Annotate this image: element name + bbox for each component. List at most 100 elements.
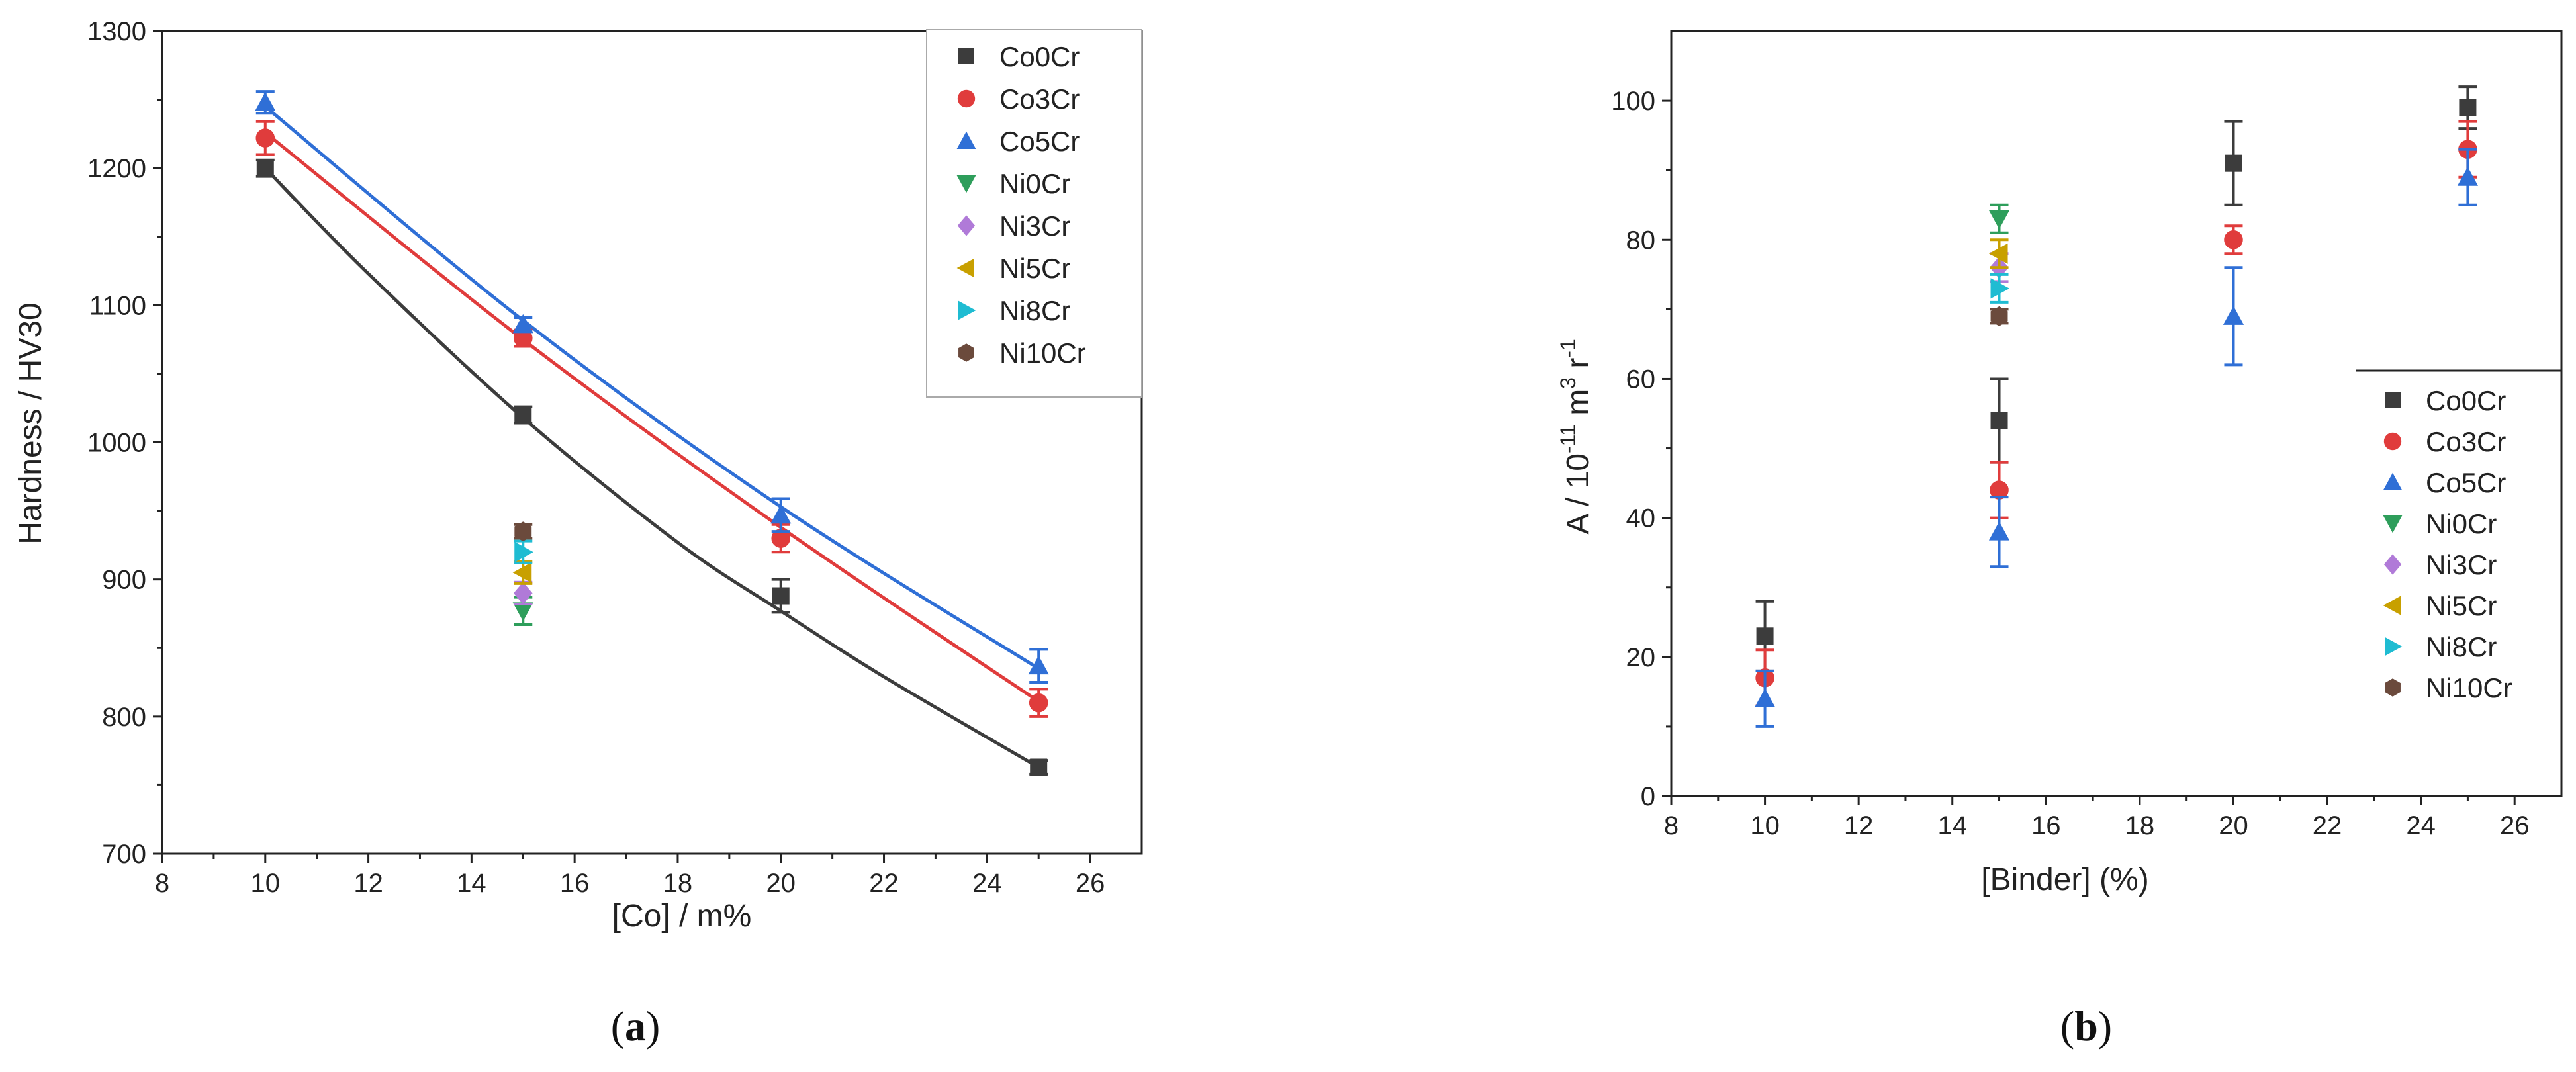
legend-label-ni3cr: Ni3Cr [999, 210, 1070, 242]
legend-marker-ni8cr [2385, 637, 2403, 656]
x-tick-label: 26 [1076, 869, 1105, 898]
x-tick-label: 22 [869, 869, 899, 898]
chart-a-axes: 8 10 12 14 16 18 20 22 24 26 700 800 900 1000 1100 1200… [87, 17, 1143, 898]
data-point-co0cr [1756, 627, 1774, 645]
data-point-co0cr [256, 159, 274, 177]
legend-marker-co3cr [2383, 432, 2402, 451]
data-point-co3cr [1990, 480, 2009, 500]
x-tick-label: 24 [972, 869, 1002, 898]
data-point-co5cr [1028, 655, 1049, 675]
data-point-co5cr [1754, 688, 1776, 707]
x-tick-label: 8 [155, 869, 169, 898]
x-tick-label: 10 [1750, 811, 1780, 840]
x-tick-label: 26 [2500, 811, 2530, 840]
fit-line-co3cr [264, 131, 1040, 703]
legend-label-co5cr: Co5Cr [999, 126, 1080, 157]
x-tick-label: 12 [353, 869, 383, 898]
legend-label-ni5cr: Ni5Cr [999, 253, 1070, 284]
chart-a-xlabel: [Co] / m% [612, 899, 752, 934]
fit-line-co5cr [264, 105, 1040, 670]
y-tick-label: 1000 [87, 429, 146, 458]
legend-label-ni0cr: Ni0Cr [2426, 508, 2497, 539]
data-point-co0cr [1030, 758, 1048, 776]
data-point-ni5cr [1988, 243, 2008, 264]
legend-entry-co0cr: Co0Cr [958, 41, 1080, 72]
legend-marker-ni0cr [2383, 515, 2403, 533]
data-point-co5cr [2457, 167, 2479, 186]
legend-label-co0cr: Co0Cr [999, 41, 1080, 72]
x-tick-label: 20 [766, 869, 796, 898]
chart-b-panel-label: (b) [2060, 1003, 2112, 1050]
legend-entry-co0cr: Co0Cr [2385, 385, 2506, 416]
legend-label-co0cr: Co0Cr [2426, 385, 2506, 416]
x-tick-label: 14 [1937, 811, 1967, 840]
data-point-co0cr [2459, 99, 2477, 116]
data-point-ni3cr [513, 582, 533, 605]
chart-a-panel-label: (a) [611, 1003, 661, 1050]
data-point-co3cr [2224, 230, 2243, 249]
data-point-co5cr [512, 314, 533, 334]
x-tick-label: 10 [251, 869, 281, 898]
x-tick-label: 20 [2219, 811, 2248, 840]
legend-label-ni10cr: Ni10Cr [999, 337, 1086, 369]
chart-b: 8 10 12 14 16 18 20 22 24 26 0 20 40 60 80 100 Co0Cr Co3… [1556, 30, 2563, 1050]
legend-entry-co3cr: Co3Cr [2383, 426, 2506, 457]
legend-marker-ni5cr [2383, 596, 2401, 615]
legend-label-ni8cr: Ni8Cr [2426, 631, 2497, 662]
legend-label-ni5cr: Ni5Cr [2426, 590, 2497, 621]
y-tick-label: 40 [1626, 504, 1656, 533]
legend-label-co5cr: Co5Cr [2426, 467, 2506, 498]
legend-entry-ni10cr: Ni10Cr [2385, 672, 2512, 703]
legend-label-ni0cr: Ni0Cr [999, 168, 1070, 199]
x-tick-label: 18 [663, 869, 693, 898]
legend-entry-co5cr: Co5Cr [2383, 467, 2506, 498]
chart-b-legend: Co0Cr Co3Cr Co5Cr Ni0Cr Ni3Cr Ni5Cr Ni8Cr Ni10C… [2356, 369, 2561, 703]
chart-b-xlabel: [Binder] (%) [1981, 862, 2148, 897]
x-tick-label: 12 [1844, 811, 1874, 840]
legend-marker-co5cr [956, 131, 976, 149]
y-tick-label: 60 [1626, 365, 1656, 394]
x-tick-label: 22 [2313, 811, 2342, 840]
data-point-co5cr [1988, 521, 2010, 541]
data-point-ni0cr [512, 602, 533, 621]
x-tick-label: 24 [2406, 811, 2436, 840]
legend-entry-ni5cr: Ni5Cr [956, 253, 1070, 284]
chart-a-data-points [255, 90, 1049, 776]
y-tick-label: 1200 [87, 154, 146, 183]
chart-a-legend: Co0Cr Co3Cr Co5Cr Ni0Cr Ni3Cr Ni5Cr Ni8Cr Ni10C… [926, 29, 1142, 398]
y-tick-label: 800 [102, 703, 146, 732]
data-point-ni10cr [514, 521, 532, 542]
legend-marker-ni3cr [957, 215, 976, 236]
plot-frame [1670, 30, 2563, 797]
legend-entry-co5cr: Co5Cr [956, 126, 1080, 157]
data-point-co5cr [2223, 306, 2244, 325]
data-point-co0cr [1990, 412, 2008, 429]
data-point-ni5cr [512, 562, 532, 583]
data-point-ni10cr [1990, 306, 2008, 326]
x-tick-label: 16 [2031, 811, 2061, 840]
y-tick-label: 100 [1611, 87, 1655, 116]
legend-entry-ni8cr: Ni8Cr [2385, 631, 2497, 662]
legend-marker-co0cr [958, 48, 974, 64]
legend-entry-ni5cr: Ni5Cr [2383, 590, 2497, 621]
fit-line-co0cr [264, 167, 1040, 769]
legend-label-co3cr: Co3Cr [2426, 426, 2506, 457]
legend-entry-co3cr: Co3Cr [957, 83, 1080, 114]
legend-entry-ni0cr: Ni0Cr [2383, 508, 2497, 539]
legend-marker-co0cr [2385, 392, 2401, 408]
data-point-co3cr [255, 128, 275, 148]
data-point-co0cr [2225, 154, 2242, 172]
y-tick-label: 20 [1626, 643, 1656, 672]
data-point-co3cr [513, 328, 533, 348]
data-point-co3cr [771, 529, 791, 548]
chart-a-ylabel: Hardness / HV30 [13, 302, 48, 545]
data-point-co0cr [514, 406, 532, 424]
chart-b-axes: 8 10 12 14 16 18 20 22 24 26 0 20 40 60 80 100 [1611, 30, 2563, 840]
x-tick-label: 16 [560, 869, 590, 898]
legend-label-ni8cr: Ni8Cr [999, 295, 1070, 326]
data-point-co3cr [1029, 693, 1048, 713]
legend-label-ni10cr: Ni10Cr [2426, 672, 2512, 703]
data-point-ni8cr [1990, 278, 2010, 299]
legend-entry-ni3cr: Ni3Cr [957, 210, 1070, 242]
